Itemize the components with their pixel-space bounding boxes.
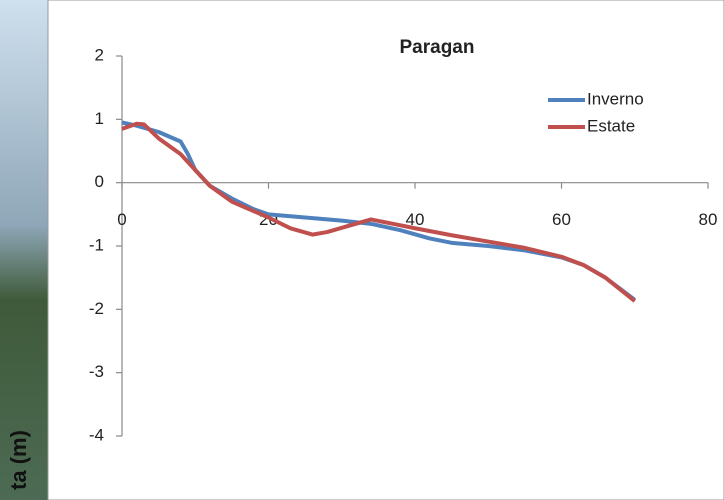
x-tick-label: 40 [406, 210, 425, 229]
y-tick-label: 2 [95, 45, 104, 64]
legend-label: Estate [587, 116, 635, 135]
y-tick-label: -4 [89, 425, 104, 444]
x-tick-label: 80 [699, 210, 718, 229]
y-tick-label: -3 [89, 362, 104, 381]
x-tick-label: 0 [117, 210, 126, 229]
y-tick-label: -2 [89, 299, 104, 318]
chart-panel [47, 0, 724, 500]
data-line [121, 121, 636, 303]
y-tick-label: -1 [89, 235, 104, 254]
legend-label: Inverno [587, 89, 644, 108]
y-tick-label: 1 [95, 109, 104, 128]
y-tick-label: 0 [95, 172, 104, 191]
x-tick-label: 60 [552, 210, 571, 229]
y-axis-label: ta (m) [6, 430, 31, 490]
chart-title: Paragan [400, 37, 475, 58]
